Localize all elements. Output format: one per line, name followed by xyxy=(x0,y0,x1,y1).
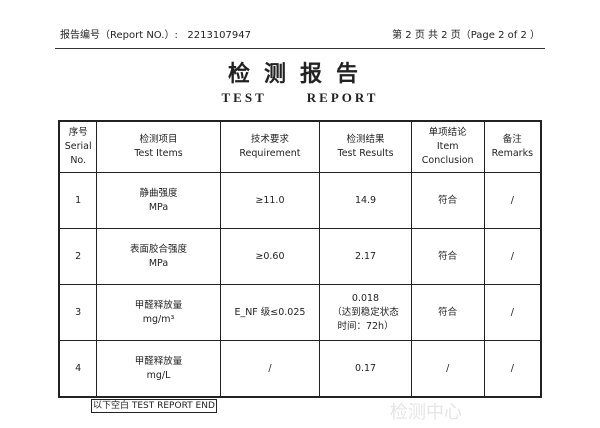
cell-req: ≥11.0 xyxy=(219,172,321,229)
table-header: 序号 Serial No. 检测项目 Test Items 技术要求 Requireme… xyxy=(58,120,542,173)
cell-remarks: / xyxy=(483,172,542,229)
header-items: 检测项目 Test Items xyxy=(96,120,221,173)
cell-result: 2.17 xyxy=(319,228,412,285)
table-row: 4 甲醛释放量 mg/L / 0.17 / / xyxy=(58,340,542,398)
header-requirement: 技术要求 Requirement xyxy=(219,120,321,173)
report-number: 报告编号（Report NO.）: 2213107947 xyxy=(60,30,251,41)
cell-item: 甲醛释放量 mg/L xyxy=(96,340,221,398)
cell-item: 表面胶合强度 MPa xyxy=(96,228,221,285)
cell-remarks: / xyxy=(483,284,542,341)
header-remarks: 备注 Remarks xyxy=(483,120,542,173)
cell-req: / xyxy=(219,340,321,398)
cell-conclusion: 符合 xyxy=(410,228,485,285)
cell-conclusion: / xyxy=(410,340,485,398)
results-table: 序号 Serial No. 检测项目 Test Items 技术要求 Requireme… xyxy=(58,120,542,398)
report-end-label: 以下空白 TEST REPORT END xyxy=(91,399,217,413)
title-cn: 检测报告 xyxy=(227,61,372,87)
cell-no: 1 xyxy=(58,172,98,229)
header-conclusion: 单项结论 Item Conclusion xyxy=(410,120,485,173)
cell-remarks: / xyxy=(483,340,542,398)
table-row: 3 甲醛释放量 mg/m³ E_NF 级≤0.025 0.018 （达到稳定状态 时间… xyxy=(58,284,542,341)
title-en: TEST REPORT xyxy=(221,90,379,105)
cell-no: 4 xyxy=(58,340,98,398)
header-divider xyxy=(55,48,545,49)
cell-conclusion: 符合 xyxy=(410,284,485,341)
cell-result: 0.018 （达到稳定状态 时间：72h） xyxy=(319,284,412,341)
cell-item: 甲醛释放量 mg/m³ xyxy=(96,284,221,341)
cell-result: 14.9 xyxy=(319,172,412,229)
page-info: 第 2 页 共 2 页（Page 2 of 2 ） xyxy=(392,30,540,41)
cell-conclusion: 符合 xyxy=(410,172,485,229)
cell-req: E_NF 级≤0.025 xyxy=(219,284,321,341)
cell-no: 3 xyxy=(58,284,98,341)
table-row: 2 表面胶合强度 MPa ≥0.60 2.17 符合 / xyxy=(58,228,542,285)
cell-remarks: / xyxy=(483,228,542,285)
table-row: 1 静曲强度 MPa ≥11.0 14.9 符合 / xyxy=(58,172,542,229)
header-serial: 序号 Serial No. xyxy=(58,120,98,173)
cell-item: 静曲强度 MPa xyxy=(96,172,221,229)
watermark: 检测中心 xyxy=(390,402,462,423)
cell-result: 0.17 xyxy=(319,340,412,398)
cell-no: 2 xyxy=(58,228,98,285)
cell-req: ≥0.60 xyxy=(219,228,321,285)
header-results: 检测结果 Test Results xyxy=(319,120,412,173)
